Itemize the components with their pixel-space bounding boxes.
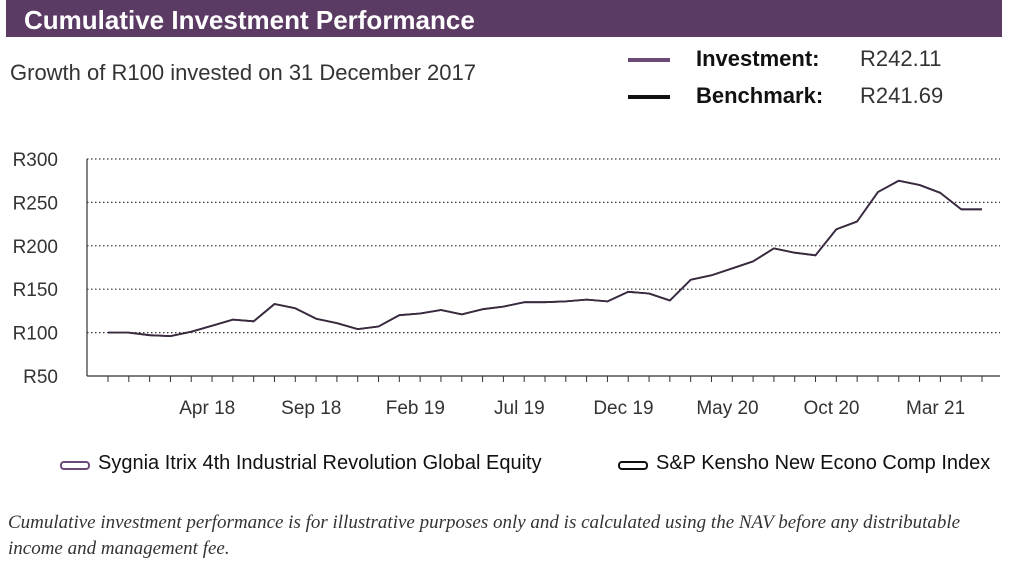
benchmark-line-swatch	[628, 95, 670, 99]
x-tick-label: May 20	[696, 398, 758, 419]
y-tick-label: R50	[23, 367, 58, 388]
legend-label-fund: Sygnia Itrix 4th Industrial Revolution G…	[98, 452, 542, 474]
line-chart: R300 R250 R200 R150 R100 R50 Apr 18 Sep 18 Feb 1…	[13, 150, 1000, 419]
x-tick-label: Jul 19	[494, 398, 545, 419]
y-tick-label: R250	[13, 193, 58, 214]
y-tick-label: R100	[13, 324, 58, 345]
chart-subtitle: Growth of R100 invested on 31 December 2…	[10, 60, 476, 85]
series-line-benchmark	[108, 179, 982, 338]
summary-investment-label: Investment:	[696, 46, 820, 71]
x-tick-label: Dec 19	[593, 398, 653, 419]
summary-benchmark-label: Benchmark:	[696, 83, 824, 108]
summary-investment: Investment: R242.11	[628, 46, 1008, 72]
footnote: Cumulative investment performance is for…	[8, 512, 961, 559]
summary-investment-value: R242.11	[860, 46, 942, 71]
chart-title: Cumulative Investment Performance	[24, 5, 475, 35]
x-tick-label: Oct 20	[804, 398, 860, 419]
summary-benchmark-value: R241.69	[860, 83, 944, 108]
legend-swatch-fund	[60, 461, 90, 470]
y-tick-label: R200	[13, 237, 58, 258]
x-tick-label: Mar 21	[906, 398, 965, 419]
y-tick-label: R150	[13, 280, 58, 301]
x-tick-label: Feb 19	[386, 398, 445, 419]
x-tick-label: Apr 18	[179, 398, 235, 419]
series-line-fund	[108, 179, 982, 338]
x-tick-label: Sep 18	[281, 398, 341, 419]
legend-label-benchmark: S&P Kensho New Econo Comp Index	[656, 452, 991, 474]
legend-swatch-benchmark	[618, 461, 648, 470]
investment-line-swatch	[628, 58, 670, 62]
title-bar: Cumulative Investment Performance	[6, 0, 1002, 37]
summary-benchmark: Benchmark: R241.69	[628, 83, 1008, 109]
y-tick-label: R300	[13, 150, 58, 171]
